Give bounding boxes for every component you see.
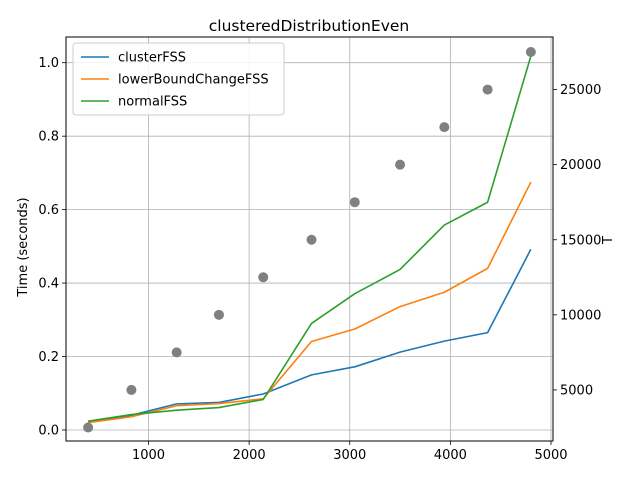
scatter-points [83, 47, 536, 433]
scatter-point-0 [83, 422, 94, 433]
y-tick-label-1: 0.2 [38, 350, 59, 365]
scatter-point-3 [213, 309, 224, 320]
series-lines [88, 55, 532, 424]
x-tick-label-2: 3000 [333, 448, 366, 463]
plot-frame [65, 36, 554, 442]
y2-tick-label-1: 10000 [560, 308, 601, 323]
scatter-point-4 [258, 272, 269, 283]
legend-label-normalFSS: normalFSS [118, 95, 187, 110]
scatter-point-7 [395, 159, 406, 170]
legend-label-lowerBoundChangeFSS: lowerBoundChangeFSS [118, 73, 269, 88]
scatter-point-6 [349, 197, 360, 208]
scatter-point-2 [171, 347, 182, 358]
scatter-point-8 [439, 122, 450, 133]
y2-tick-label-2: 15000 [560, 233, 601, 248]
axis-ticks: 1000 2000 3000 4000 5000 0.0 0.2 0.4 0.6 0.8 1.0 50… [38, 56, 601, 463]
y-tick-label-3: 0.6 [38, 203, 59, 218]
y2-tick-label-4: 25000 [560, 83, 601, 98]
x-tick-label-1: 2000 [233, 448, 266, 463]
chart-title: clusteredDistributionEven [209, 17, 410, 35]
legend-label-clusterFSS: clusterFSS [118, 51, 186, 66]
y-tick-label-2: 0.4 [38, 277, 59, 292]
series-line-clusterFSS [88, 248, 532, 423]
scatter-point-10 [525, 47, 536, 58]
y-tick-label-4: 0.8 [38, 130, 59, 145]
series-line-normalFSS [88, 55, 532, 422]
legend: clusterFSS lowerBoundChangeFSS normalFSS [72, 42, 285, 116]
scatter-point-9 [482, 84, 493, 95]
y2-axis-label: T [601, 236, 616, 245]
y-axis-label: Time (seconds) [16, 197, 31, 297]
grid [66, 37, 553, 441]
scatter-point-5 [306, 234, 317, 245]
x-tick-label-0: 1000 [132, 448, 165, 463]
y2-tick-label-3: 20000 [560, 158, 601, 173]
x-tick-label-4: 5000 [534, 448, 567, 463]
x-tick-label-3: 4000 [434, 448, 467, 463]
legend-box [72, 42, 285, 116]
y-tick-label-5: 1.0 [38, 56, 59, 71]
scatter-point-1 [126, 384, 137, 395]
series-line-lowerBoundChangeFSS [88, 181, 532, 424]
y-tick-label-0: 0.0 [38, 423, 59, 438]
y2-tick-label-0: 5000 [560, 383, 593, 398]
